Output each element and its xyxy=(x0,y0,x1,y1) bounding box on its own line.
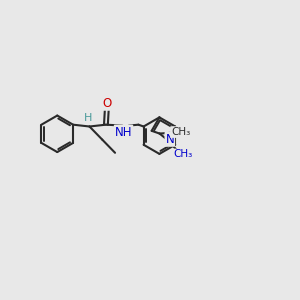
Text: NH: NH xyxy=(115,126,132,139)
Text: N: N xyxy=(165,133,174,146)
Text: H: H xyxy=(84,113,92,123)
Text: O: O xyxy=(102,97,112,110)
Text: CH₃: CH₃ xyxy=(171,127,190,137)
Text: CH₃: CH₃ xyxy=(173,149,192,159)
